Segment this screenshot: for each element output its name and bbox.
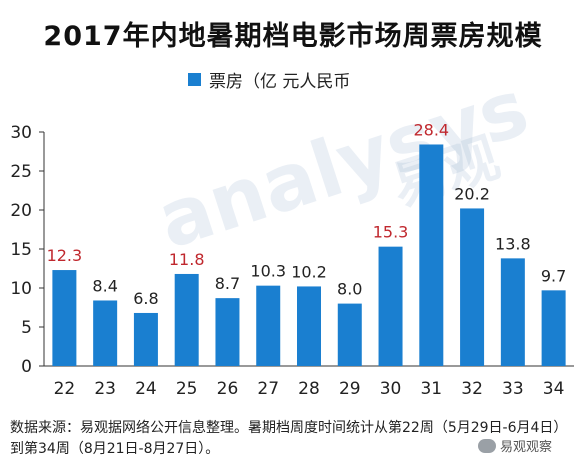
y-tick-label: 15: [10, 240, 32, 260]
x-tick-label: 27: [257, 379, 279, 399]
x-tick-label: 30: [380, 379, 402, 399]
y-tick-label: 25: [10, 162, 32, 182]
x-tick-label: 28: [298, 379, 320, 399]
x-tick-label: 32: [461, 379, 483, 399]
bar: [460, 208, 485, 366]
source-footnote: 数据来源：易观据网络公开信息整理。暑期档周度时间统计从第22周（5月29日-6月…: [10, 420, 568, 457]
bar: [93, 300, 118, 366]
y-tick-label: 30: [10, 123, 32, 143]
y-tick-label: 5: [21, 318, 32, 338]
bar: [297, 286, 321, 366]
wechat-label: 易观观察: [500, 440, 553, 455]
x-tick-label: 22: [54, 379, 76, 399]
data-label: 9.7: [541, 266, 566, 285]
bar: [541, 290, 566, 366]
x-tick-label: 24: [135, 379, 157, 399]
bar: [174, 273, 199, 366]
x-tick-label: 25: [176, 379, 198, 399]
data-label: 6.8: [133, 289, 158, 308]
legend: 票房（亿 元人民币: [188, 67, 351, 92]
bar: [215, 298, 240, 366]
data-label: 13.8: [495, 234, 531, 253]
wechat-badge: 易观观察: [478, 436, 552, 455]
bar: [500, 258, 525, 366]
data-label: 15.3: [373, 223, 409, 242]
data-label: 28.4: [413, 120, 449, 139]
x-tick-label: 26: [217, 379, 239, 399]
legend-swatch: [188, 72, 201, 86]
bar: [378, 246, 403, 366]
data-label: 11.8: [169, 250, 205, 269]
wechat-icon: [478, 438, 496, 453]
legend-label: 票房（亿 元人民币: [209, 71, 351, 92]
bar: [52, 270, 77, 366]
bar: [133, 312, 158, 366]
data-label: 8.0: [337, 280, 362, 299]
data-label: 8.7: [215, 274, 240, 293]
x-tick-label: 34: [543, 379, 565, 399]
x-tick-label: 33: [502, 379, 524, 399]
y-tick-label: 10: [10, 279, 32, 299]
x-tick-label: 23: [94, 379, 116, 399]
data-label: 10.3: [250, 262, 286, 281]
data-label: 12.3: [47, 246, 83, 265]
x-tick-label: 29: [339, 379, 361, 399]
bar: [256, 285, 281, 366]
bar: [419, 144, 444, 366]
bar: [337, 303, 362, 366]
data-label: 10.2: [291, 262, 327, 281]
y-tick-label: 0: [21, 357, 32, 377]
data-label: 20.2: [454, 184, 490, 203]
y-tick-label: 20: [10, 201, 32, 221]
data-label: 8.4: [92, 276, 117, 295]
chart-title: 2017年内地暑期档电影市场周票房规模: [43, 21, 543, 52]
x-tick-label: 31: [420, 379, 442, 399]
